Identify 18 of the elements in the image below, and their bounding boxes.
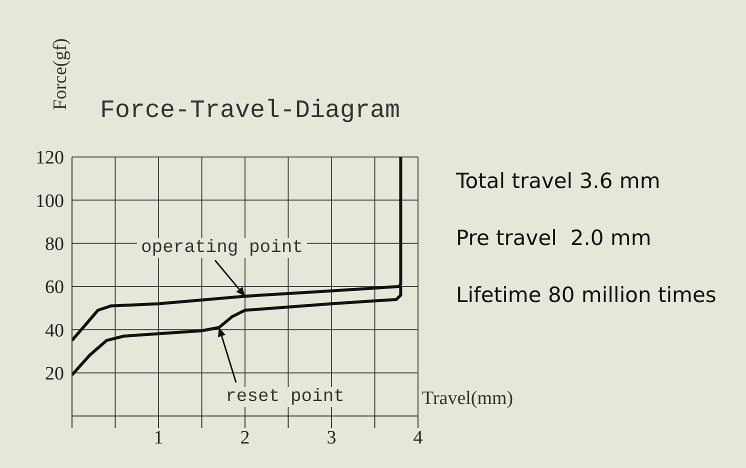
x-tick-label: 3 (326, 427, 336, 448)
text: Total travel 3.6 mm (456, 169, 660, 193)
x-tick-label: 4 (413, 427, 424, 448)
y-tick-label: 100 (36, 190, 64, 212)
y-tick-label: 80 (45, 234, 64, 256)
x-tick-label: 2 (240, 427, 250, 448)
y-tick-label: 20 (45, 364, 64, 385)
annotation: reset point (222, 386, 348, 406)
text: Pre travel 2.0 mm (456, 226, 652, 250)
chart-title: Force-Travel-Diagram (100, 96, 400, 125)
y-tick-label: 60 (45, 277, 64, 298)
x-tick-label: 1 (154, 427, 164, 448)
y-axis-title: Force(gf) (50, 38, 72, 110)
y-tick-label: 40 (45, 320, 64, 342)
x-axis-title: Travel(mm) (422, 388, 514, 410)
annotation: operating point (136, 238, 308, 258)
y-tick-label: 120 (36, 148, 64, 169)
text: Lifetime 80 million times (456, 283, 716, 307)
